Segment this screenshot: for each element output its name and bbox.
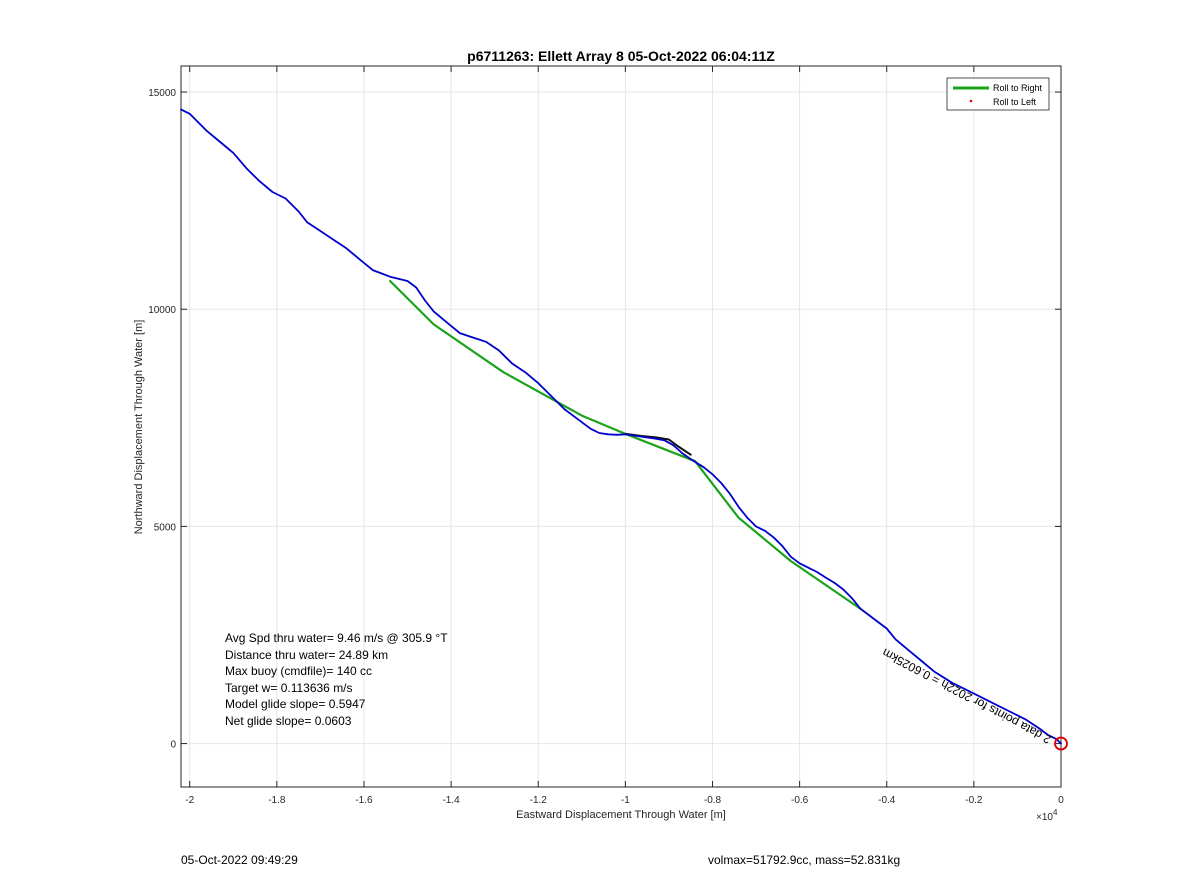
rotated-annotation: 2 data points for 2022h = 0.6025km xyxy=(880,646,1054,747)
stat-model-glide-slope: Model glide slope= 0.5947 xyxy=(225,697,366,711)
legend-label-roll-left: Roll to Left xyxy=(993,97,1037,107)
y-axis-ticks: 0 5000 10000 15000 xyxy=(148,88,1061,751)
x-tick-label: -1.8 xyxy=(268,795,286,806)
y-axis-label: Northward Displacement Through Water [m] xyxy=(133,320,145,535)
stat-net-glide-slope: Net glide slope= 0.0603 xyxy=(225,714,352,728)
x-tick-label: -0.8 xyxy=(704,795,722,806)
x-tick-label: -2 xyxy=(185,795,194,806)
rotated-annotation-group: 2 data points for 2022h = 0.6025km xyxy=(880,646,1054,747)
x-tick-label: 0 xyxy=(1058,795,1064,806)
y-tick-label: 5000 xyxy=(154,522,177,533)
y-tick-label: 15000 xyxy=(148,88,176,99)
x-axis-exponent-power: 4 xyxy=(1053,808,1058,817)
x-tick-label: -0.2 xyxy=(965,795,983,806)
y-tick-label: 0 xyxy=(170,740,176,751)
x-axis-exponent-base: ×10 xyxy=(1036,812,1053,823)
x-tick-label: -0.4 xyxy=(878,795,896,806)
footer-timestamp: 05-Oct-2022 09:49:29 xyxy=(181,853,298,867)
y-tick-label: 10000 xyxy=(148,305,176,316)
x-tick-label: -1.6 xyxy=(355,795,373,806)
track-series xyxy=(180,108,1068,751)
stats-annotation: Avg Spd thru water= 9.46 m/s @ 305.9 °T … xyxy=(225,631,448,728)
legend: Roll to Right Roll to Left xyxy=(946,77,1050,111)
stat-max-buoy: Max buoy (cmdfile)= 140 cc xyxy=(225,664,372,678)
stat-distance: Distance thru water= 24.89 km xyxy=(225,648,388,662)
x-axis-ticks: -2 -1.8 -1.6 -1.4 -1.2 -1 -0.8 -0.6 -0.4 -0.2 0 xyxy=(185,66,1064,806)
plot-area-frame xyxy=(180,65,1062,788)
x-tick-label: -1 xyxy=(621,795,630,806)
legend-swatch-roll-left xyxy=(969,99,973,103)
legend-label-roll-right: Roll to Right xyxy=(993,83,1043,93)
track-series-line-3 xyxy=(180,108,1062,745)
x-axis-label: Eastward Displacement Through Water [m] xyxy=(516,809,726,821)
stat-target-w: Target w= 0.113636 m/s xyxy=(225,681,353,695)
x-axis-exponent: ×104 xyxy=(1036,808,1058,823)
stat-avg-speed: Avg Spd thru water= 9.46 m/s @ 305.9 °T xyxy=(225,631,448,645)
start-marker xyxy=(1054,736,1068,751)
x-tick-label: -1.2 xyxy=(530,795,548,806)
footer-volmax-mass: volmax=51792.9cc, mass=52.831kg xyxy=(708,853,901,867)
legend-box xyxy=(946,77,1050,111)
chart-title: p6711263: Ellett Array 8 05-Oct-2022 06:… xyxy=(467,48,775,64)
x-tick-label: -0.6 xyxy=(791,795,809,806)
x-tick-label: -1.4 xyxy=(442,795,460,806)
